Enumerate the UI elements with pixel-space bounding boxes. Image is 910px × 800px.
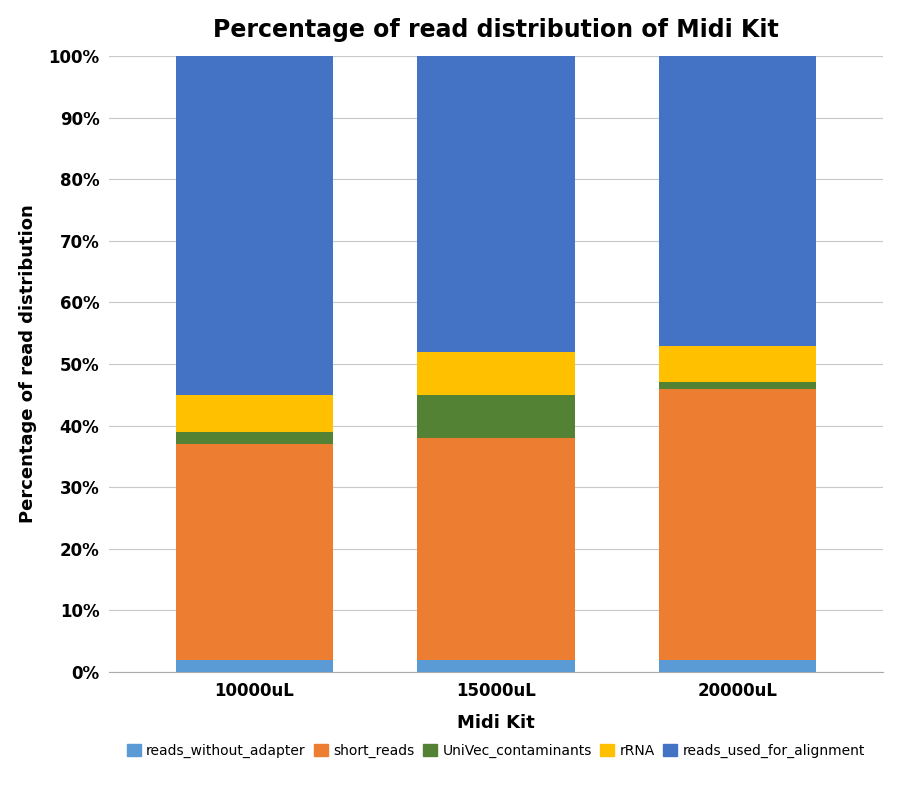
Bar xyxy=(176,395,333,432)
Bar xyxy=(176,56,333,394)
Bar xyxy=(659,382,816,389)
Bar xyxy=(418,352,574,394)
Bar xyxy=(176,660,333,672)
Bar xyxy=(176,444,333,660)
Bar xyxy=(659,56,816,346)
Bar xyxy=(418,56,574,352)
Bar xyxy=(176,432,333,444)
Bar xyxy=(418,438,574,660)
X-axis label: Midi Kit: Midi Kit xyxy=(457,714,535,732)
Bar xyxy=(418,660,574,672)
Title: Percentage of read distribution of Midi Kit: Percentage of read distribution of Midi … xyxy=(213,18,779,42)
Bar xyxy=(418,394,574,438)
Bar xyxy=(659,346,816,382)
Legend: reads_without_adapter, short_reads, UniVec_contaminants, rRNA, reads_used_for_al: reads_without_adapter, short_reads, UniV… xyxy=(121,738,871,764)
Y-axis label: Percentage of read distribution: Percentage of read distribution xyxy=(19,205,37,523)
Bar xyxy=(659,660,816,672)
Bar xyxy=(659,389,816,660)
